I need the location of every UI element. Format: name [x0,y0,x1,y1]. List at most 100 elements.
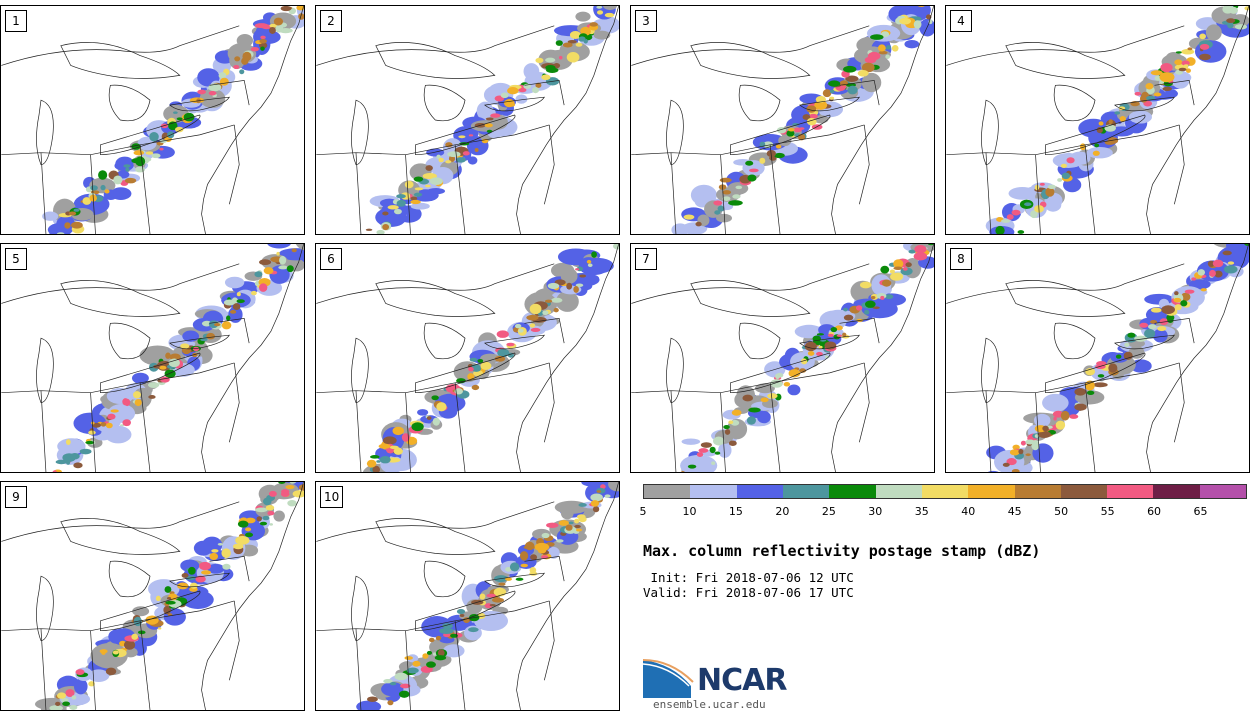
map-boundary-line [831,244,934,472]
reflectivity-cell [159,147,164,151]
member-number-label: 3 [635,10,657,32]
map-boundary-line [730,352,831,394]
reflectivity-cell [437,649,445,657]
map-boundary-line [670,152,677,234]
map-boundary-line [839,79,880,106]
reflectivity-cell [201,570,212,575]
reflectivity-cell [133,150,145,156]
reflectivity-cell [484,603,493,609]
member-number-label: 4 [950,10,972,32]
map-boundary-line [415,114,516,156]
map-boundary-line [1154,317,1195,344]
reflectivity-cell [1174,304,1182,311]
reflectivity-cell [569,30,581,39]
reflectivity-cell [709,446,716,454]
reflectivity-cell [560,268,578,284]
map-boundary-line [1114,96,1175,112]
map-boundary-line [316,501,555,542]
reflectivity-cell [281,489,290,495]
reflectivity-cell [1011,469,1020,472]
map-boundary-line [1084,382,1096,472]
reflectivity-cell [792,123,800,126]
map-boundary-line [1035,154,1041,234]
reflectivity-cell [104,189,110,194]
reflectivity-cell [262,497,272,506]
reflectivity-cell [542,310,549,315]
member-number-label: 7 [635,248,657,270]
reflectivity-cell [157,627,162,630]
reflectivity-cell [113,175,123,185]
ensemble-member-panel: 5 [0,243,305,473]
reflectivity-cell [1119,116,1126,122]
reflectivity-map [946,244,1249,472]
reflectivity-cell [1017,230,1025,234]
map-boundary-line [839,317,880,344]
reflectivity-cell [468,134,474,137]
map-boundary-line [670,390,677,472]
reflectivity-cell [458,135,466,139]
reflectivity-cell [149,132,159,142]
reflectivity-map [316,244,619,472]
reflectivity-cell [236,34,254,48]
map-boundary-line [108,84,151,122]
ncar-logo-icon [643,659,694,698]
reflectivity-cell [880,265,890,274]
map-boundary-line [209,79,250,106]
map-boundary-line [858,124,870,205]
reflectivity-cell [1188,279,1211,290]
member-number-label: 5 [5,248,27,270]
colorbar-tick-label: 30 [868,505,883,518]
map-boundary-line [90,154,96,234]
reflectivity-cell [462,151,470,156]
reflectivity-cell [1214,270,1223,278]
reflectivity-cell [1139,322,1149,328]
reflectivity-cell [861,62,875,73]
reflectivity-cell [816,351,823,356]
reflectivity-cell [278,265,288,270]
colorbar-tick-label: 35 [914,505,929,518]
reflectivity-map [631,244,934,472]
reflectivity-cell [870,34,884,40]
reflectivity-cell [376,229,385,234]
reflectivity-cell [188,566,196,575]
ensemble-member-panel: 3 [630,5,935,235]
map-boundary-line [139,144,151,234]
reflectivity-cell [494,355,506,362]
reflectivity-cell [168,358,180,368]
reflectivity-cell [828,80,841,87]
reflectivity-cell [381,682,404,697]
reflectivity-cell [1199,53,1211,61]
reflectivity-cell [541,532,550,539]
reflectivity-cell [681,438,701,445]
colorbar-segment [1107,485,1154,498]
reflectivity-cell [425,184,431,188]
reflectivity-cell [269,27,276,34]
map-boundary-line [631,124,865,156]
reflectivity-cell [783,381,791,387]
map-boundary-line [1154,79,1195,106]
reflectivity-cell [865,300,876,308]
reflectivity-cell [680,471,686,472]
reflectivity-cell [1011,209,1021,216]
reflectivity-map [316,482,619,710]
reflectivity-cell [1096,127,1103,134]
reflectivity-cell [878,50,888,55]
reflectivity-cell [98,170,108,180]
reflectivity-cell [426,148,445,157]
reflectivity-cell [413,176,424,182]
reflectivity-cell [843,307,848,312]
reflectivity-cell [728,440,737,446]
reflectivity-cell [575,283,584,288]
reflectivity-cell [718,442,732,458]
reflectivity-cell [829,96,835,100]
reflectivity-cell [1157,326,1167,332]
map-boundary-line [40,152,47,234]
reflectivity-cell [107,404,136,423]
reflectivity-cell [1227,261,1235,265]
reflectivity-cell [387,205,399,210]
reflectivity-cell [222,563,231,570]
reflectivity-cell [757,410,771,424]
map-boundary-line [355,390,362,472]
reflectivity-cell [1000,219,1011,223]
reflectivity-cell [735,185,743,190]
